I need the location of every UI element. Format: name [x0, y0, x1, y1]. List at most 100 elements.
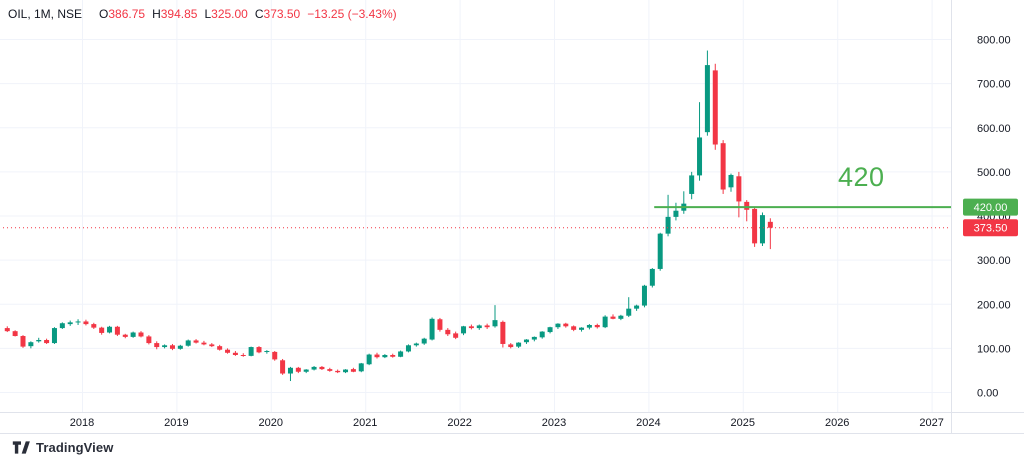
- candle-2020-09: [335, 369, 341, 374]
- pane-borders: [0, 0, 1024, 434]
- candle-2021-11: [445, 328, 451, 337]
- candle-2019-01: [177, 344, 183, 350]
- candle-2020-05: [303, 369, 309, 374]
- candle-2019-03: [193, 339, 199, 344]
- svg-text:2025: 2025: [731, 417, 755, 429]
- close-value: 373.50: [263, 7, 301, 21]
- candle-2017-03: [4, 326, 10, 333]
- open-label: O: [99, 7, 109, 21]
- candle-2023-09: [618, 314, 624, 321]
- candle-2024-05: [681, 191, 687, 214]
- candle-2023-06: [594, 323, 600, 329]
- candle-2017-07: [36, 337, 42, 343]
- candle-2024-01: [649, 268, 655, 288]
- svg-text:2024: 2024: [636, 417, 660, 429]
- candle-2022-09: [523, 339, 529, 344]
- candle-2022-11: [539, 331, 545, 339]
- candle-2020-03: [287, 366, 293, 382]
- tradingview-logo[interactable]: TradingView: [12, 440, 113, 455]
- candle-2019-09: [240, 353, 246, 357]
- candle-2024-11: [728, 173, 734, 192]
- candle-2023-08: [610, 314, 616, 320]
- grid-lines: [0, 0, 951, 412]
- svg-text:2020: 2020: [259, 417, 283, 429]
- svg-text:200.00: 200.00: [977, 299, 1011, 311]
- candle-2020-07: [319, 366, 325, 370]
- candle-2024-03: [665, 194, 671, 237]
- svg-text:2021: 2021: [353, 417, 377, 429]
- candle-2023-11: [634, 304, 640, 311]
- candle-2022-10: [531, 336, 537, 342]
- candle-2021-08: [421, 337, 427, 345]
- close-label: C: [254, 7, 264, 21]
- candle-2023-04: [579, 327, 585, 332]
- candle-2021-12: [453, 331, 459, 340]
- high-value: 394.85: [160, 7, 198, 21]
- candle-2019-08: [232, 351, 238, 356]
- candle-2022-07: [508, 343, 514, 349]
- candle-2023-02: [563, 322, 569, 328]
- candle-2024-02: [657, 232, 663, 271]
- candle-2020-08: [327, 367, 333, 372]
- candle-2019-12: [264, 350, 270, 354]
- level-line-label[interactable]: 420: [838, 162, 885, 192]
- candle-2019-06: [217, 344, 223, 351]
- time-scale[interactable]: 2018 2019 2020 2021 2022 2023 2024 2025 2026 2027: [70, 417, 944, 429]
- low-value: 325.00: [211, 7, 248, 21]
- candle-2019-07: [225, 348, 231, 354]
- candle-2018-04: [107, 325, 113, 334]
- candle-2018-07: [130, 331, 136, 338]
- candle-2017-06: [28, 341, 34, 349]
- candle-2020-12: [358, 362, 364, 373]
- candle-2018-09: [146, 335, 152, 345]
- candle-2023-07: [602, 315, 608, 329]
- candle-2022-03: [476, 324, 482, 330]
- candles-layer: [4, 50, 773, 382]
- candle-2022-02: [468, 324, 474, 330]
- candle-2021-06: [405, 344, 411, 353]
- candle-2018-01: [83, 319, 89, 326]
- candle-2019-05: [209, 343, 215, 348]
- svg-text:500.00: 500.00: [977, 167, 1011, 179]
- candle-2021-07: [413, 342, 419, 347]
- candle-2018-10: [154, 341, 160, 350]
- symbol-ohlc-header: OIL, 1M, NSE O386.75 H394.85 L325.00 C373.50…: [8, 7, 397, 22]
- candle-2020-06: [311, 366, 317, 371]
- price-scale[interactable]: 0.00100.00200.00300.00400.00500.00600.00…: [977, 35, 1011, 400]
- candle-2021-09: [429, 317, 435, 341]
- candle-2023-12: [641, 284, 647, 308]
- candle-2020-02: [280, 358, 286, 375]
- svg-text:2026: 2026: [825, 417, 849, 429]
- candle-2018-08: [138, 331, 144, 338]
- candle-2021-04: [390, 353, 396, 358]
- candle-2024-12: [736, 171, 742, 218]
- candle-2022-12: [547, 326, 553, 334]
- candle-2018-05: [114, 325, 120, 337]
- last-price-badge: 373.50: [963, 219, 1018, 237]
- tradingview-logo-icon: [12, 441, 30, 454]
- tradingview-logo-text: TradingView: [36, 440, 114, 455]
- candle-2022-06: [500, 320, 506, 348]
- candle-2025-04: [767, 218, 773, 250]
- low-label: L: [204, 7, 212, 21]
- candle-2024-06: [689, 171, 695, 200]
- candle-2019-11: [256, 346, 262, 354]
- candle-2023-03: [571, 325, 577, 332]
- change-value: −13.25 (−3.43%): [307, 7, 397, 21]
- svg-text:300.00: 300.00: [977, 255, 1011, 267]
- symbol-title[interactable]: OIL, 1M, NSE: [8, 7, 83, 21]
- candle-2019-10: [248, 346, 254, 357]
- candle-2017-11: [67, 320, 73, 326]
- candle-2022-05: [492, 305, 498, 328]
- candle-2018-02: [91, 322, 97, 329]
- candle-2024-04: [673, 202, 679, 221]
- candle-2025-02: [752, 207, 758, 247]
- level-price-badge: 420.00: [963, 198, 1018, 216]
- candle-2023-05: [586, 324, 592, 330]
- candle-2022-01: [461, 325, 467, 336]
- candle-2024-07: [697, 102, 703, 181]
- candle-2024-09: [712, 63, 718, 150]
- candle-2023-10: [626, 297, 632, 318]
